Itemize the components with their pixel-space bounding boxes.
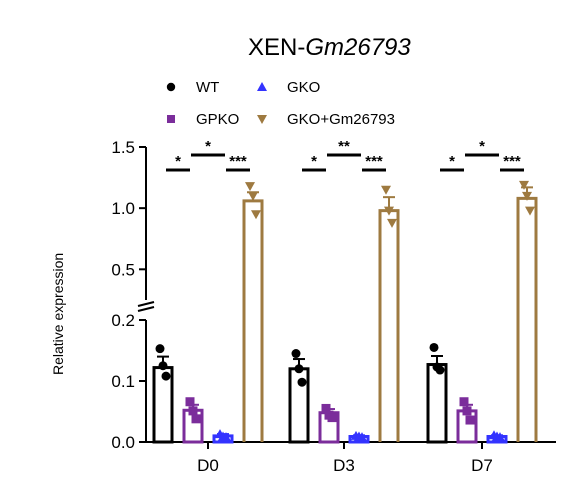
chart-title-gene: Gm26793	[305, 34, 411, 61]
point-GKO-D0-3	[221, 432, 231, 442]
bar-WT-D7	[426, 363, 448, 444]
y-tick-label-0.1: 0.1	[111, 372, 135, 391]
point-GKO+Gm26793-D3-3	[387, 218, 397, 228]
point-GPKO-D7-3	[465, 415, 475, 425]
legend-label-wt: WT	[196, 79, 220, 96]
legend-label-gpko: GPKO	[196, 111, 240, 128]
point-WT-D7-3	[435, 365, 445, 375]
y-tick-label-1.5: 1.5	[111, 138, 135, 157]
point-GKO+Gm26793-D0-3	[251, 210, 261, 220]
sig-label-7: *	[449, 153, 455, 170]
point-GKO+Gm26793-D3-2	[384, 206, 394, 216]
x-tick-label-D0: D0	[197, 456, 219, 475]
y-axis-break-mark-upper	[137, 306, 155, 312]
y-tick-label-0.0: 0.0	[111, 433, 135, 452]
y-tick-label-0.5: 0.5	[111, 260, 135, 279]
point-GPKO-D7-2	[462, 406, 472, 416]
sig-label-4: *	[311, 153, 317, 170]
point-GKO+Gm26793-D7-3	[525, 206, 535, 216]
sig-label-9: ***	[503, 153, 521, 170]
chart-title-prefix: XEN-	[248, 34, 306, 61]
point-GPKO-D3-1	[321, 403, 331, 413]
sig-label-3: ***	[229, 153, 247, 170]
legend-label-gko: GKO	[287, 79, 321, 96]
sig-label-6: ***	[365, 153, 383, 170]
point-WT-D3-2	[294, 364, 304, 374]
legend-marker-gko	[257, 82, 267, 91]
y-tick-label-1.0: 1.0	[111, 199, 135, 218]
point-GPKO-D0-2	[188, 406, 198, 416]
x-tick-label-D7: D7	[471, 456, 493, 475]
point-GPKO-D3-3	[327, 413, 337, 423]
point-WT-D0-1	[155, 344, 165, 354]
sig-label-8: *	[479, 138, 485, 155]
point-GKO+Gm26793-D3-1	[381, 185, 391, 195]
sig-label-5: **	[338, 138, 350, 155]
point-GKO-D7-3	[495, 432, 505, 442]
point-GPKO-D7-1	[459, 397, 469, 407]
point-WT-D0-2	[158, 361, 168, 371]
point-GKO+Gm26793-D7-2	[522, 191, 532, 201]
legend-marker-gko-gm26793	[257, 115, 267, 124]
legend-label-gko-gm26793: GKO+Gm26793	[287, 111, 395, 128]
legend-marker-wt	[166, 82, 176, 92]
point-WT-D3-1	[291, 349, 301, 359]
sig-label-2: *	[205, 138, 211, 155]
point-WT-D0-3	[161, 371, 171, 381]
point-GKO+Gm26793-D0-2	[248, 191, 258, 201]
chart-title: XEN-Gm26793	[248, 34, 411, 62]
point-GPKO-D0-1	[185, 397, 195, 407]
x-tick-label-D3: D3	[333, 456, 355, 475]
point-GKO+Gm26793-D0-1	[245, 182, 255, 192]
sig-label-1: *	[175, 153, 181, 170]
legend-marker-gpko	[167, 115, 175, 123]
point-WT-D3-3	[297, 377, 307, 387]
point-GPKO-D0-3	[191, 414, 201, 424]
y-axis-break-mark-lower	[137, 301, 155, 307]
point-WT-D7-1	[429, 342, 439, 352]
point-GKO-D3-3	[357, 432, 367, 442]
y-tick-label-0.2: 0.2	[111, 311, 135, 330]
point-GKO+Gm26793-D7-1	[519, 180, 529, 190]
